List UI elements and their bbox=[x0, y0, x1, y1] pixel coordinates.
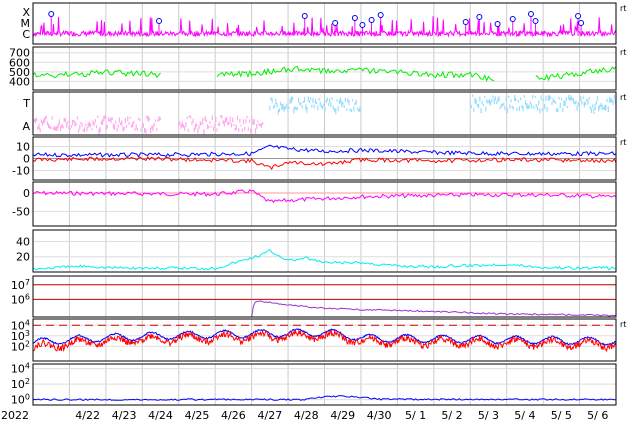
y-tick-label: X bbox=[22, 6, 30, 19]
y-tick-label: 104 bbox=[11, 362, 30, 376]
panel-frame bbox=[32, 275, 617, 318]
flare-marker bbox=[532, 18, 539, 24]
y-tick-label: 104 bbox=[11, 318, 30, 332]
x-tick-label: 4/27 bbox=[257, 409, 282, 422]
series-proton-flux-1 bbox=[32, 329, 617, 353]
flare-marker bbox=[494, 21, 501, 27]
series-imf-direction-1 bbox=[469, 94, 617, 115]
flare-marker bbox=[476, 14, 483, 20]
y-tick-label: -10 bbox=[12, 164, 30, 177]
series-proton-flux-0 bbox=[32, 328, 617, 346]
flare-marker bbox=[332, 20, 339, 26]
y-tick-label: T bbox=[22, 97, 30, 110]
y-tick-label: 102 bbox=[11, 339, 30, 353]
y-tick-label: 700 bbox=[9, 47, 30, 60]
x-tick-label: 4/30 bbox=[367, 409, 392, 422]
flare-marker bbox=[359, 22, 366, 28]
y-tick-label: 500 bbox=[9, 66, 30, 79]
x-tick-label: 4/28 bbox=[294, 409, 319, 422]
y-tick-label: 600 bbox=[9, 56, 30, 69]
flare-marker bbox=[351, 15, 358, 21]
x-tick-label: 5/ 3 bbox=[478, 409, 499, 422]
y-tick-label: C bbox=[22, 28, 30, 41]
series-imf-direction-1 bbox=[269, 96, 361, 115]
flare-marker bbox=[368, 17, 375, 23]
series-xray-flare-0 bbox=[32, 16, 617, 38]
y-tick-label: 107 bbox=[11, 278, 30, 292]
y-tick-label: A bbox=[22, 120, 30, 133]
x-tick-label: 5/ 1 bbox=[405, 409, 426, 422]
x-tick-label: 4/25 bbox=[185, 409, 210, 422]
right-label: rt bbox=[620, 4, 626, 13]
panel-frame bbox=[32, 91, 617, 136]
flare-marker bbox=[377, 12, 384, 18]
panel-frame bbox=[32, 46, 617, 91]
x-tick-label: 5/ 5 bbox=[551, 409, 572, 422]
x-tick-label: 4/26 bbox=[221, 409, 246, 422]
series-dst-index-0 bbox=[32, 189, 617, 204]
flare-marker bbox=[509, 16, 516, 22]
panel-frame bbox=[32, 229, 617, 273]
y-tick-label: M bbox=[21, 17, 31, 30]
x-tick-label: 4/24 bbox=[148, 409, 173, 422]
flare-marker bbox=[527, 11, 534, 17]
series-imf-direction-0 bbox=[178, 115, 264, 135]
series-imf-direction-0 bbox=[32, 115, 161, 135]
panel-frame bbox=[32, 181, 617, 227]
series-imf-components-0 bbox=[32, 144, 617, 158]
y-tick-label: 0 bbox=[23, 187, 30, 200]
right-label: rt bbox=[620, 93, 626, 102]
series-kp-index-0 bbox=[32, 248, 616, 271]
x-tick-label: 4/22 bbox=[75, 409, 100, 422]
y-tick-label: -50 bbox=[12, 205, 30, 218]
flare-marker bbox=[462, 19, 469, 25]
y-tick-label: 103 bbox=[11, 329, 30, 343]
y-tick-label: 400 bbox=[9, 75, 30, 88]
x-tick-label: 4/23 bbox=[112, 409, 137, 422]
panel-frame bbox=[32, 2, 617, 45]
x-year-label: 2022 bbox=[1, 409, 29, 422]
y-tick-label: 10 bbox=[16, 141, 30, 154]
series-solar-wind-speed-0 bbox=[32, 66, 617, 82]
right-label: rt bbox=[620, 320, 626, 329]
panel-frame bbox=[32, 363, 617, 406]
y-tick-label: 0 bbox=[23, 153, 30, 166]
flare-marker bbox=[48, 11, 55, 17]
series-imf-components-1 bbox=[32, 155, 617, 171]
panel-frame bbox=[32, 318, 617, 362]
y-tick-label: 102 bbox=[11, 377, 30, 391]
x-tick-label: 5/ 6 bbox=[587, 409, 608, 422]
flare-marker bbox=[578, 20, 585, 26]
x-tick-label: 5/ 4 bbox=[514, 409, 535, 422]
panel-frame bbox=[32, 136, 617, 181]
flare-marker bbox=[156, 18, 163, 24]
y-tick-label: 100 bbox=[11, 393, 30, 407]
x-tick-label: 4/29 bbox=[330, 409, 355, 422]
series-neutron-count-0 bbox=[32, 395, 616, 401]
y-tick-label: 20 bbox=[16, 251, 30, 264]
right-label: rt bbox=[620, 48, 626, 57]
x-tick-label: 5/ 2 bbox=[441, 409, 462, 422]
right-label: rt bbox=[620, 138, 626, 147]
flare-marker bbox=[575, 13, 582, 19]
y-tick-label: 106 bbox=[11, 292, 30, 306]
flare-marker bbox=[301, 13, 308, 19]
y-tick-label: 40 bbox=[16, 235, 30, 248]
